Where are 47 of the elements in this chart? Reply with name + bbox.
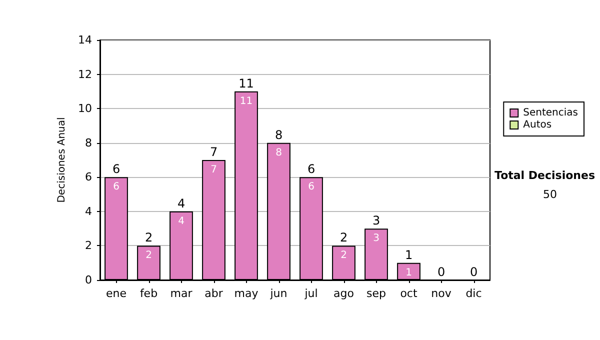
data-label: 11: [240, 96, 253, 107]
total-label: 2: [340, 230, 348, 245]
total-label: 2: [144, 230, 153, 245]
x-tick-label: may: [234, 287, 259, 300]
x-tick-label: ago: [334, 287, 354, 300]
data-label: 8: [276, 147, 282, 158]
x-tick-label: sep: [366, 287, 386, 300]
x-tick-label: oct: [400, 287, 418, 300]
y-tick-label: 4: [85, 204, 92, 218]
x-tick-label: dic: [466, 287, 482, 300]
x-tick-label: nov: [431, 287, 452, 300]
data-label: 6: [113, 182, 120, 193]
x-tick-label: feb: [140, 287, 158, 300]
data-label: 4: [178, 216, 184, 227]
text: 50: [543, 188, 558, 201]
total-label: 3: [372, 214, 380, 228]
total-label: 0: [470, 265, 478, 279]
x-tick-label: ene: [106, 287, 127, 300]
data-label: 6: [308, 182, 314, 193]
legend-label: Autos: [523, 120, 552, 130]
y-axis-title: Decisiones Anual: [56, 117, 68, 203]
total-label: 6: [307, 162, 316, 176]
data-label: 1: [406, 267, 412, 278]
data-label: 2: [340, 250, 347, 262]
data-label: 3: [373, 233, 380, 244]
legend-label: Sentencias: [523, 108, 578, 118]
y-tick-label: 6: [85, 170, 92, 184]
x-tick-label: abr: [204, 287, 224, 300]
x-tick-label: jun: [269, 287, 288, 300]
x-tick-label: mar: [170, 287, 193, 300]
data-label: 7: [210, 164, 217, 176]
total-label: 11: [238, 76, 254, 90]
y-tick-label: 12: [78, 68, 92, 81]
x-tick-label: jul: [304, 287, 318, 300]
total-label: 6: [112, 162, 120, 176]
y-tick-label: 2: [85, 239, 92, 252]
y-tick-label: 0: [85, 274, 92, 286]
total-label: 7: [210, 145, 218, 159]
y-tick-label: 10: [78, 102, 92, 116]
total-label: 8: [274, 128, 283, 142]
total-label: 4: [177, 196, 186, 210]
total-label: 1: [404, 248, 413, 262]
y-tick-label: 14: [78, 34, 92, 46]
data-label: 2: [146, 250, 152, 262]
y-tick-label: 8: [85, 136, 92, 150]
total-label: 0: [437, 265, 446, 279]
text: Total Decisiones: [494, 169, 596, 182]
